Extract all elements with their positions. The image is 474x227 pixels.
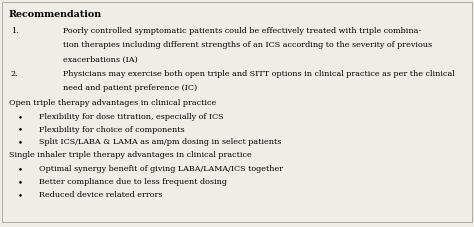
Text: need and patient preference (IC): need and patient preference (IC) [63, 84, 197, 92]
Text: 1.: 1. [11, 27, 18, 35]
Text: Flexibility for choice of components: Flexibility for choice of components [39, 125, 185, 133]
Text: Reduced device related errors: Reduced device related errors [39, 190, 163, 198]
Text: Poorly controlled symptomatic patients could be effectively treated with triple : Poorly controlled symptomatic patients c… [63, 27, 421, 35]
Text: •: • [18, 112, 23, 121]
Text: exacerbations (IA): exacerbations (IA) [63, 55, 138, 63]
FancyBboxPatch shape [2, 3, 472, 222]
Text: •: • [18, 125, 23, 134]
Text: Flexibility for dose titration, especially of ICS: Flexibility for dose titration, especial… [39, 112, 224, 120]
Text: Optimal synergy benefit of giving LABA/LAMA/ICS together: Optimal synergy benefit of giving LABA/L… [39, 165, 283, 173]
Text: Physicians may exercise both open triple and SITT options in clinical practice a: Physicians may exercise both open triple… [63, 70, 455, 78]
Text: •: • [18, 138, 23, 147]
Text: •: • [18, 190, 23, 199]
Text: Split ICS/LABA & LAMA as am/pm dosing in select patients: Split ICS/LABA & LAMA as am/pm dosing in… [39, 138, 282, 146]
Text: Open triple therapy advantages in clinical practice: Open triple therapy advantages in clinic… [9, 99, 216, 106]
Text: tion therapies including different strengths of an ICS according to the severity: tion therapies including different stren… [63, 41, 432, 49]
Text: •: • [18, 165, 23, 173]
Text: Single inhaler triple therapy advantages in clinical practice: Single inhaler triple therapy advantages… [9, 151, 251, 159]
Text: Better compliance due to less frequent dosing: Better compliance due to less frequent d… [39, 177, 228, 185]
Text: •: • [18, 177, 23, 186]
Text: Recommendation: Recommendation [9, 10, 101, 19]
Text: 2.: 2. [11, 70, 18, 78]
